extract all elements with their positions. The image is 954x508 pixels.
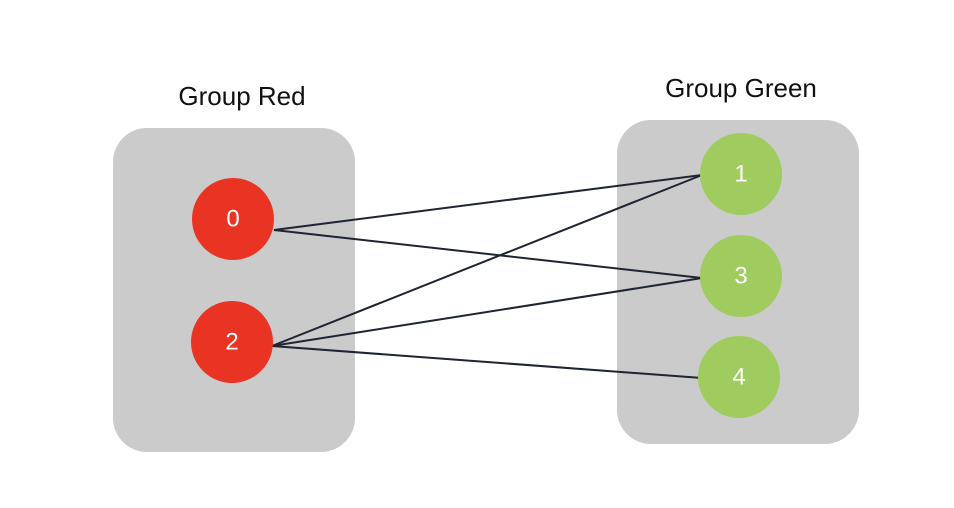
node-2: 2 [191,301,273,383]
group-red-title: Group Red [178,81,305,111]
edge-2-4 [271,345,703,379]
node-2-circle [191,301,273,383]
node-0-label: 0 [226,206,239,233]
edge-2-3 [271,277,703,347]
group-red-box [113,128,355,452]
node-1-circle [700,133,782,215]
node-3-circle [700,235,782,317]
node-0-circle [192,178,274,260]
node-1: 1 [700,133,782,215]
node-4-label: 4 [732,364,745,391]
node-4-circle [698,336,780,418]
node-1-label: 1 [734,161,747,188]
node-3: 3 [700,235,782,317]
node-3-label: 3 [734,263,747,290]
group-green-title: Group Green [665,73,817,103]
edge-0-3 [273,229,703,279]
edge-0-1 [273,174,703,231]
node-2-label: 2 [225,329,238,356]
edge-2-1 [271,174,703,347]
node-4: 4 [698,336,780,418]
node-0: 0 [192,178,274,260]
edges-layer [271,174,703,379]
